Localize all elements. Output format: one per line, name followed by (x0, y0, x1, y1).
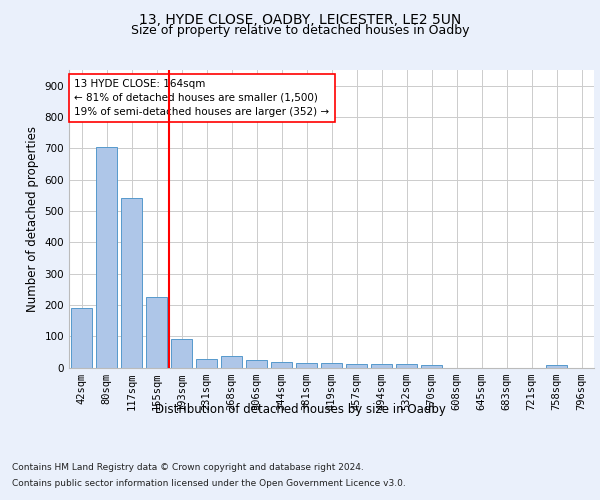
Bar (221, 356, 242, 368)
Bar (271, 362, 292, 368)
Bar (246, 360, 267, 368)
Text: Contains HM Land Registry data © Crown copyright and database right 2024.: Contains HM Land Registry data © Crown c… (12, 462, 364, 471)
Bar (421, 366, 442, 368)
Y-axis label: Number of detached properties: Number of detached properties (26, 126, 39, 312)
Text: 13 HYDE CLOSE: 164sqm
← 81% of detached houses are smaller (1,500)
19% of semi-d: 13 HYDE CLOSE: 164sqm ← 81% of detached … (74, 79, 329, 117)
Bar (546, 364, 567, 368)
Text: Distribution of detached houses by size in Oadby: Distribution of detached houses by size … (155, 402, 445, 415)
Bar (371, 364, 392, 368)
Text: Size of property relative to detached houses in Oadby: Size of property relative to detached ho… (131, 24, 469, 37)
Bar (146, 297, 167, 368)
Text: Contains public sector information licensed under the Open Government Licence v3: Contains public sector information licen… (12, 479, 406, 488)
Bar (121, 198, 142, 368)
Bar (196, 358, 217, 368)
Bar (321, 363, 342, 368)
Bar (396, 364, 417, 368)
Bar (71, 308, 92, 368)
Bar (296, 363, 317, 368)
Text: 13, HYDE CLOSE, OADBY, LEICESTER, LE2 5UN: 13, HYDE CLOSE, OADBY, LEICESTER, LE2 5U… (139, 12, 461, 26)
Bar (96, 146, 117, 368)
Bar (171, 340, 192, 367)
Bar (346, 364, 367, 368)
